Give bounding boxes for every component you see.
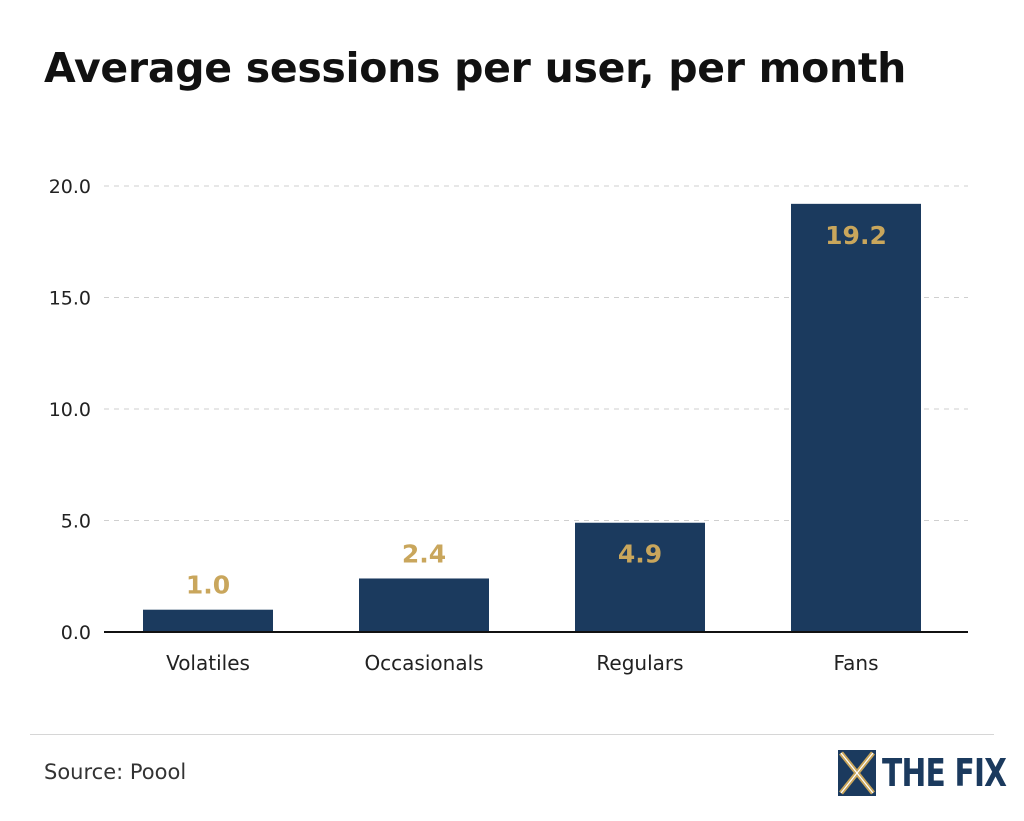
x-tick-label: Regulars (596, 651, 683, 675)
x-tick-label: Fans (833, 651, 878, 675)
footer-divider (30, 734, 994, 735)
data-label: 1.0 (186, 571, 230, 600)
brand-name: THE FIX (882, 751, 1007, 795)
y-tick-label: 10.0 (49, 399, 91, 421)
chart-title: Average sessions per user, per month (44, 44, 907, 92)
y-tick-label: 15.0 (49, 288, 91, 310)
brand-logo[interactable]: THE FIX (838, 748, 1024, 798)
y-tick-label: 20.0 (49, 176, 91, 198)
data-label: 4.9 (618, 540, 662, 569)
y-tick-label: 0.0 (61, 622, 91, 644)
bar-fans[interactable] (791, 203, 921, 632)
bar-occasionals[interactable] (359, 578, 489, 632)
bar-volatiles[interactable] (143, 609, 273, 632)
x-tick-label: Volatiles (166, 651, 250, 675)
source-note: Source: Poool (44, 760, 187, 784)
labels: Volatiles 1.0 Occasionals 2.4 Regulars 4.9 Fan… (166, 221, 887, 675)
axes: 0.0 5.0 10.0 15.0 20.0 (49, 176, 968, 644)
bars (143, 203, 921, 632)
y-tick-label: 5.0 (61, 511, 91, 533)
the-fix-x-mark-icon (838, 750, 876, 796)
x-tick-label: Occasionals (364, 651, 483, 675)
data-label: 2.4 (402, 539, 446, 568)
data-label: 19.2 (825, 221, 887, 250)
bar-regulars[interactable] (575, 522, 705, 632)
